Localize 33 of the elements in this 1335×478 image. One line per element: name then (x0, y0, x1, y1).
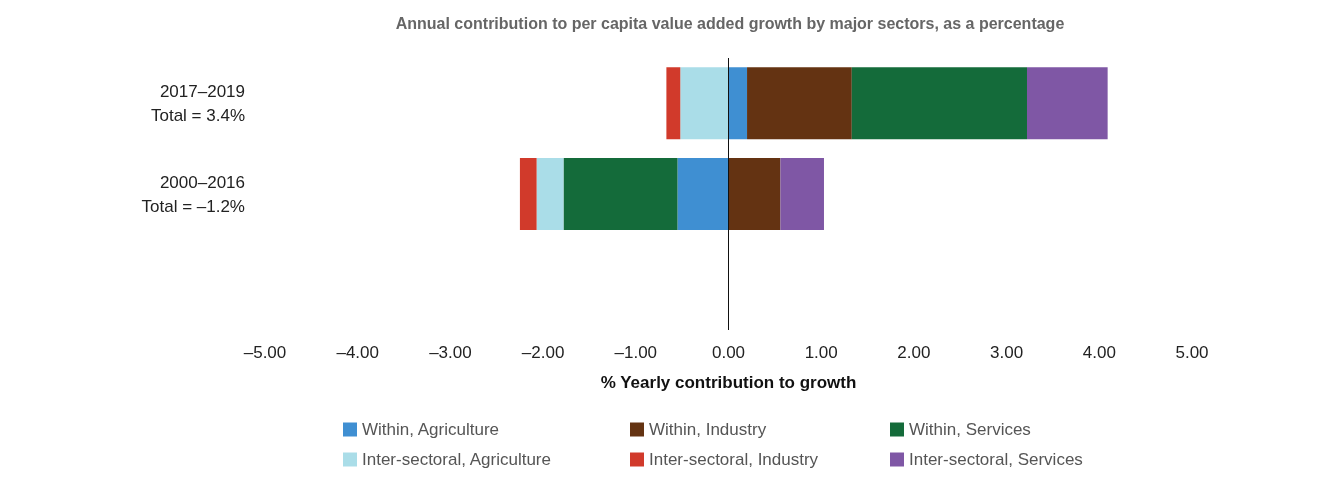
x-tick-label: –1.00 (614, 343, 658, 362)
x-tick-label: 0.00 (711, 343, 746, 362)
y-tick-label: 2000–2016 Total = –1.2% (141, 172, 245, 216)
x-tick-label: 5.00 (1175, 343, 1209, 362)
bar (536, 158, 564, 230)
x-tick-label: –4.00 (336, 343, 379, 362)
bar (563, 158, 678, 230)
bar (519, 158, 537, 230)
x-tick-label: –2.00 (521, 343, 565, 362)
legend-label: Within, Services (909, 420, 1031, 439)
bar (680, 67, 729, 140)
legend-label: Inter-sectoral, Services (909, 450, 1083, 469)
x-tick-label: 1.00 (804, 343, 838, 362)
legend-label: Within, Industry (649, 420, 767, 439)
bar (666, 67, 681, 140)
bar (728, 158, 781, 230)
bar (677, 158, 729, 230)
x-tick-label: 4.00 (1082, 343, 1116, 362)
x-tick-label: 3.00 (990, 343, 1024, 362)
y-tick-label: 2017–2019 Total = 3.4% (150, 81, 245, 125)
bar (747, 67, 852, 140)
bar (1026, 67, 1108, 140)
bar (780, 158, 824, 230)
x-axis-title: % Yearly contribution to growth (600, 373, 857, 392)
legend-label: Inter-sectoral, Industry (649, 450, 819, 469)
x-tick-label: 2.00 (897, 343, 931, 362)
bar (851, 67, 1027, 140)
x-tick-label: –5.00 (243, 343, 287, 362)
chart-title: Annual contribution to per capita value added growth by major sectors, as a percentage (395, 14, 1065, 32)
legend-label: Within, Agriculture (362, 420, 499, 439)
bar (728, 67, 748, 140)
legend-label: Inter-sectoral, Agriculture (362, 450, 551, 469)
x-tick-label: –3.00 (429, 343, 472, 362)
